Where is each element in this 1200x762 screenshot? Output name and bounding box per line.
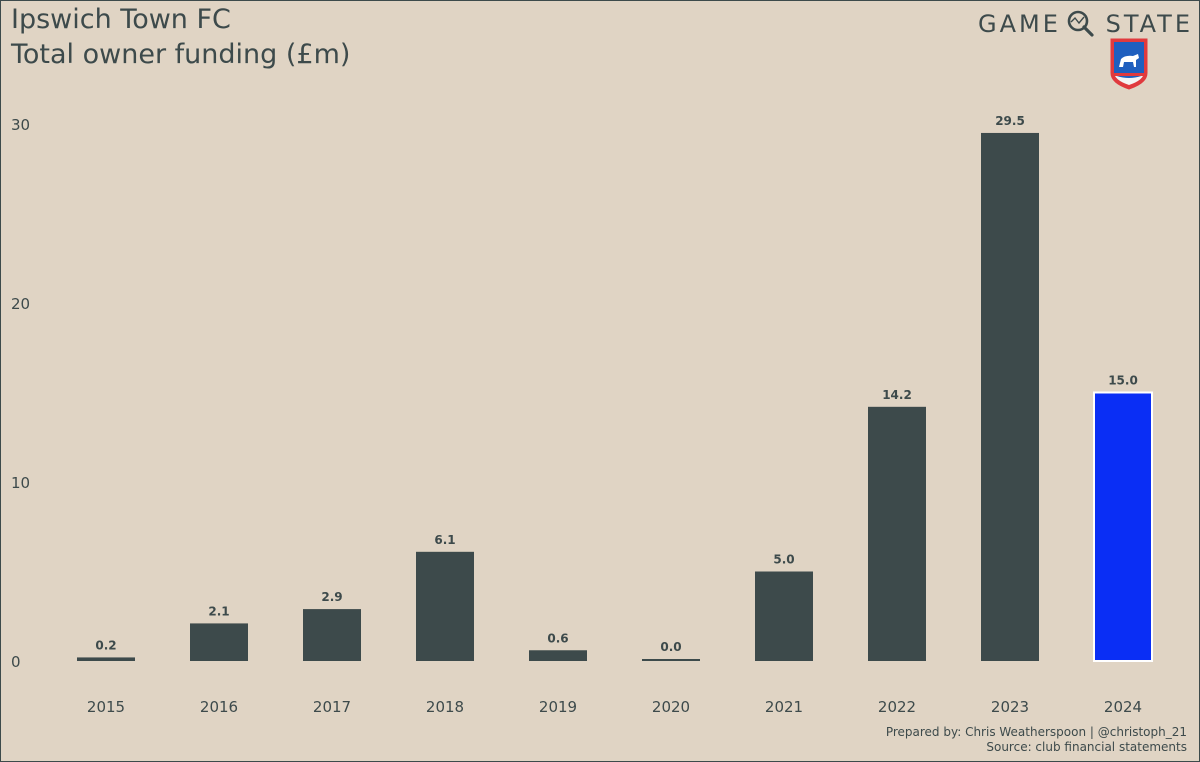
bar-label-2022: 14.2 xyxy=(882,388,912,402)
chart-subtitle: Total owner funding (£m) xyxy=(11,39,351,70)
game-state-logo: GAME STATE xyxy=(978,10,1193,38)
bar-label-2023: 29.5 xyxy=(995,114,1025,128)
bar-2018 xyxy=(416,551,474,661)
x-tick-label-2021: 2021 xyxy=(765,698,803,716)
bar-label-2016: 2.1 xyxy=(208,604,229,618)
bar-label-2020: 0.0 xyxy=(660,640,681,654)
x-tick-label-2019: 2019 xyxy=(539,698,577,716)
bar-label-2021: 5.0 xyxy=(773,553,794,567)
bar-label-2017: 2.9 xyxy=(321,590,342,604)
bar-2021 xyxy=(755,571,813,661)
chart-title: Ipswich Town FC xyxy=(11,4,231,35)
bars xyxy=(77,132,1153,662)
bar-label-2018: 6.1 xyxy=(434,533,455,547)
x-tick-label-2023: 2023 xyxy=(991,698,1029,716)
bar-2022 xyxy=(868,406,926,661)
x-tick-label-2018: 2018 xyxy=(426,698,464,716)
y-axis: 0 10 20 30 xyxy=(11,116,30,671)
bar-label-2015: 0.2 xyxy=(95,638,116,652)
bar-label-2019: 0.6 xyxy=(547,631,568,645)
x-tick-label-2020: 2020 xyxy=(652,698,690,716)
logo-text-game: GAME xyxy=(978,10,1061,38)
x-tick-label-2022: 2022 xyxy=(878,698,916,716)
bar-2015 xyxy=(77,657,135,661)
credit-source: Source: club financial statements xyxy=(986,740,1187,754)
bar-2024 xyxy=(1093,391,1153,662)
y-tick-label: 0 xyxy=(11,653,21,671)
x-tick-label-2024: 2024 xyxy=(1104,698,1142,716)
bar-2017 xyxy=(303,609,361,661)
x-tick-label-2016: 2016 xyxy=(200,698,238,716)
x-tick-label-2015: 2015 xyxy=(87,698,125,716)
x-axis: 2015 2016 2017 2018 2019 2020 2021 2022 2023 2024 xyxy=(87,698,1142,716)
bar-label-2024: 15.0 xyxy=(1108,374,1138,388)
bar-2019 xyxy=(529,650,587,661)
bar-2016 xyxy=(190,623,248,661)
bar-2023 xyxy=(981,132,1039,661)
ipswich-crest-icon xyxy=(1110,38,1148,90)
y-tick-label: 20 xyxy=(11,295,30,313)
y-tick-label: 30 xyxy=(11,116,30,134)
y-tick-label: 10 xyxy=(11,474,30,492)
x-tick-label-2017: 2017 xyxy=(313,698,351,716)
credit-prepared-by: Prepared by: Chris Weatherspoon | @chris… xyxy=(885,725,1187,739)
bar-2020 xyxy=(642,659,700,661)
logo-text-state: STATE xyxy=(1106,10,1193,38)
magnifier-icon xyxy=(1067,10,1094,37)
bar-value-labels: 0.2 2.1 2.9 6.1 0.6 0.0 5.0 14.2 29.5 15.0 xyxy=(95,114,1137,654)
